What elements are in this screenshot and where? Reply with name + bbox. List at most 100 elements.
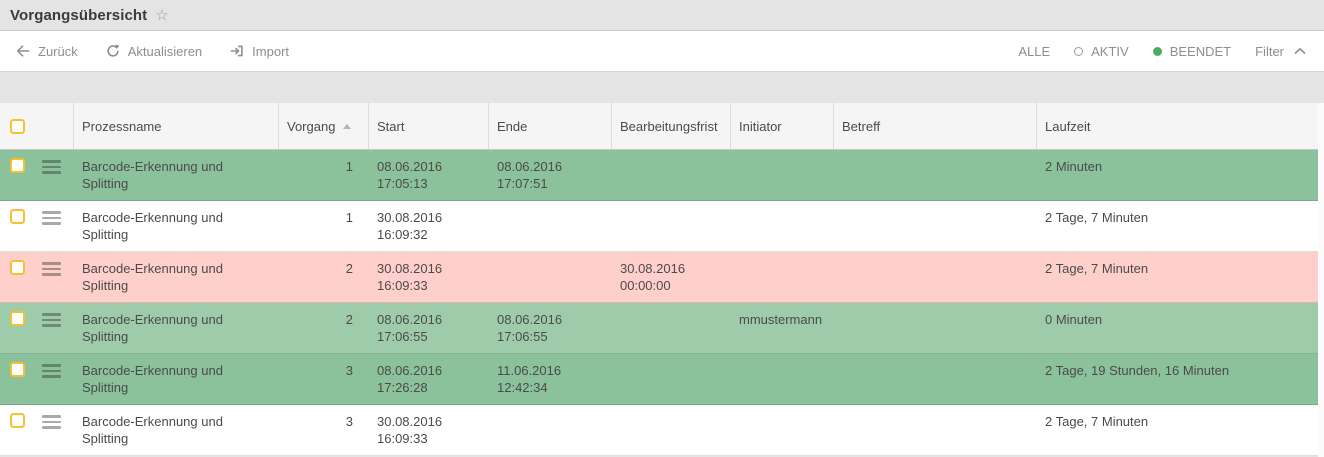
row-menu-icon[interactable] xyxy=(42,160,61,177)
import-button-label: Import xyxy=(252,43,290,59)
row-menu-icon[interactable] xyxy=(42,262,61,279)
table-row[interactable]: Barcode-Erkennung und Splitting 3 30.08.… xyxy=(0,405,1318,456)
title-bar: Vorgangsübersicht ☆ xyxy=(0,0,1324,31)
filter-beendet-label: BEENDET xyxy=(1169,43,1232,59)
row-menu-cell xyxy=(36,405,74,455)
row-menu-cell xyxy=(36,201,74,251)
scrollbar-track[interactable] xyxy=(1318,103,1324,457)
row-checkbox[interactable] xyxy=(10,209,25,224)
sort-ascending-icon xyxy=(343,123,352,129)
cell-betreff xyxy=(834,201,1037,251)
row-menu-cell xyxy=(36,303,74,353)
process-table: Prozessname Vorgang Start Ende Bearbeitu… xyxy=(0,103,1318,456)
cell-start: 08.06.2016 17:06:55 xyxy=(377,312,443,344)
cell-prozessname: Barcode-Erkennung und Splitting xyxy=(82,159,223,191)
cell-start: 30.08.2016 16:09:32 xyxy=(377,210,443,242)
table-row[interactable]: Barcode-Erkennung und Splitting 1 30.08.… xyxy=(0,201,1318,252)
row-checkbox-cell xyxy=(0,201,36,251)
table-body: Barcode-Erkennung und Splitting 1 08.06.… xyxy=(0,150,1318,456)
row-menu-cell xyxy=(36,252,74,302)
content-spacer xyxy=(0,72,1324,103)
filter-alle-button[interactable]: ALLE xyxy=(1018,44,1050,59)
row-checkbox[interactable] xyxy=(10,260,25,275)
row-checkbox[interactable] xyxy=(10,158,25,173)
column-header-bearbeitungsfrist[interactable]: Bearbeitungsfrist xyxy=(612,103,731,149)
row-checkbox[interactable] xyxy=(10,413,25,428)
cell-vorgang: 1 xyxy=(345,210,353,225)
cell-betreff xyxy=(834,252,1037,302)
favorite-star-icon[interactable]: ☆ xyxy=(155,6,169,24)
row-checkbox[interactable] xyxy=(10,362,25,377)
row-checkbox-cell xyxy=(0,252,36,302)
row-menu-icon[interactable] xyxy=(42,313,61,330)
cell-laufzeit: 2 Tage, 7 Minuten xyxy=(1045,261,1149,276)
cell-laufzeit: 2 Tage, 7 Minuten xyxy=(1045,414,1149,429)
row-checkbox-cell xyxy=(0,354,36,404)
cell-ende xyxy=(489,201,612,251)
row-menu-icon[interactable] xyxy=(42,364,61,381)
cell-initiator xyxy=(731,354,834,404)
cell-initiator xyxy=(731,405,834,455)
cell-start: 30.08.2016 16:09:33 xyxy=(377,414,443,446)
refresh-button[interactable]: Aktualisieren xyxy=(106,44,202,59)
column-header-betreff[interactable]: Betreff xyxy=(834,103,1037,149)
cell-bearbeitungsfrist xyxy=(612,354,731,404)
import-icon xyxy=(230,44,244,58)
cell-betreff xyxy=(834,150,1037,200)
column-header-ende[interactable]: Ende xyxy=(489,103,612,149)
cell-vorgang: 1 xyxy=(345,159,353,174)
cell-prozessname: Barcode-Erkennung und Splitting xyxy=(82,210,223,242)
cell-start: 30.08.2016 16:09:33 xyxy=(377,261,443,293)
cell-ende: 08.06.2016 17:06:55 xyxy=(497,312,563,344)
cell-vorgang: 2 xyxy=(345,261,353,276)
filter-beendet-button[interactable]: BEENDET xyxy=(1152,43,1232,59)
back-button-label: Zurück xyxy=(38,43,78,59)
cell-prozessname: Barcode-Erkennung und Splitting xyxy=(82,414,223,446)
arrow-left-icon xyxy=(16,44,30,58)
select-all-checkbox[interactable] xyxy=(10,118,25,134)
column-header-start[interactable]: Start xyxy=(369,103,489,149)
cell-bearbeitungsfrist xyxy=(612,303,731,353)
cell-vorgang: 3 xyxy=(345,414,353,429)
column-header-initiator[interactable]: Initiator xyxy=(731,103,834,149)
toolbar: Zurück Aktualisieren Import ALLE AKTIV B… xyxy=(0,31,1324,72)
filter-alle-label: ALLE xyxy=(1018,43,1051,59)
cell-start: 08.06.2016 17:05:13 xyxy=(377,159,443,191)
filter-aktiv-label: AKTIV xyxy=(1091,43,1129,59)
cell-prozessname: Barcode-Erkennung und Splitting xyxy=(82,312,223,344)
chevron-up-icon xyxy=(1294,47,1306,55)
table-row[interactable]: Barcode-Erkennung und Splitting 1 08.06.… xyxy=(0,150,1318,201)
filter-toggle-label: Filter xyxy=(1255,43,1284,59)
cell-vorgang: 3 xyxy=(345,363,353,378)
cell-laufzeit: 2 Minuten xyxy=(1045,159,1103,174)
column-header-prozessname[interactable]: Prozessname xyxy=(74,103,279,149)
table-row[interactable]: Barcode-Erkennung und Splitting 3 08.06.… xyxy=(0,354,1318,405)
import-button[interactable]: Import xyxy=(230,44,289,59)
row-menu-icon[interactable] xyxy=(42,415,61,432)
back-button[interactable]: Zurück xyxy=(16,44,78,59)
refresh-icon xyxy=(106,44,120,58)
table-header: Prozessname Vorgang Start Ende Bearbeitu… xyxy=(0,103,1318,150)
cell-ende xyxy=(489,405,612,455)
cell-ende: 11.06.2016 12:42:34 xyxy=(497,363,562,395)
cell-laufzeit: 2 Tage, 7 Minuten xyxy=(1045,210,1149,225)
cell-initiator: mmustermann xyxy=(739,312,823,327)
cell-laufzeit: 2 Tage, 19 Stunden, 16 Minuten xyxy=(1045,363,1230,378)
table-row[interactable]: Barcode-Erkennung und Splitting 2 08.06.… xyxy=(0,303,1318,354)
row-menu-cell xyxy=(36,354,74,404)
cell-bearbeitungsfrist xyxy=(612,405,731,455)
cell-bearbeitungsfrist: 30.08.2016 00:00:00 xyxy=(620,261,686,293)
column-header-laufzeit[interactable]: Laufzeit xyxy=(1045,118,1091,134)
row-checkbox-cell xyxy=(0,303,36,353)
column-header-vorgang[interactable]: Vorgang xyxy=(279,103,369,149)
cell-betreff xyxy=(834,354,1037,404)
cell-initiator xyxy=(731,252,834,302)
filter-toggle-button[interactable]: Filter xyxy=(1255,44,1306,59)
status-done-dot-icon xyxy=(1152,46,1162,56)
row-checkbox[interactable] xyxy=(10,311,25,326)
filter-aktiv-button[interactable]: AKTIV xyxy=(1074,44,1129,59)
cell-ende: 08.06.2016 17:07:51 xyxy=(497,159,563,191)
row-checkbox-cell xyxy=(0,405,36,455)
row-menu-icon[interactable] xyxy=(42,211,61,228)
table-row[interactable]: Barcode-Erkennung und Splitting 2 30.08.… xyxy=(0,252,1318,303)
